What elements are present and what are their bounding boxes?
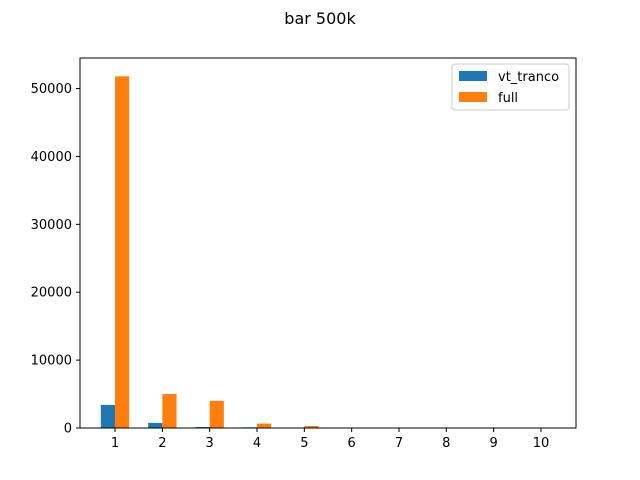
y-tick-label: 30000	[31, 218, 72, 233]
y-tick-label: 50000	[31, 82, 72, 97]
y-tick-label: 0	[64, 422, 72, 437]
x-tick-label: 5	[300, 436, 308, 451]
x-tick-label: 3	[206, 436, 214, 451]
y-tick-label: 40000	[31, 150, 72, 165]
x-tick-label: 6	[348, 436, 356, 451]
y-axis: 0 10000 20000 30000 40000 50000	[31, 82, 80, 437]
bars-group	[100, 76, 556, 429]
bar-full-2	[162, 394, 177, 428]
bar-full-5	[304, 425, 319, 428]
legend-label-full: full	[498, 91, 518, 106]
legend-swatch-full	[459, 92, 487, 102]
bar-vt-tranco-3	[195, 426, 210, 428]
plot-frame	[79, 57, 577, 429]
x-tick-label: 7	[395, 436, 403, 451]
bar-full-4	[257, 423, 272, 428]
x-tick-label: 9	[490, 436, 498, 451]
x-tick-label: 2	[158, 436, 166, 451]
bar-full-3	[209, 400, 224, 428]
x-axis: 1 2 3 4 5 6 7 8 9 10	[111, 428, 549, 451]
bar-vt-tranco-2	[148, 422, 163, 428]
y-tick-label: 20000	[31, 286, 72, 301]
x-tick-label: 8	[442, 436, 450, 451]
bar-vt-tranco-1	[100, 404, 116, 428]
x-tick-label: 1	[111, 436, 119, 451]
bar-full-1	[115, 76, 130, 429]
chart-title: bar 500k	[284, 9, 356, 28]
x-tick-label: 4	[253, 436, 261, 451]
legend-label-vt-tranco: vt_tranco	[498, 70, 559, 85]
x-tick-label: 10	[533, 436, 550, 451]
legend-swatch-vt-tranco	[459, 71, 487, 81]
y-tick-label: 10000	[31, 354, 72, 369]
